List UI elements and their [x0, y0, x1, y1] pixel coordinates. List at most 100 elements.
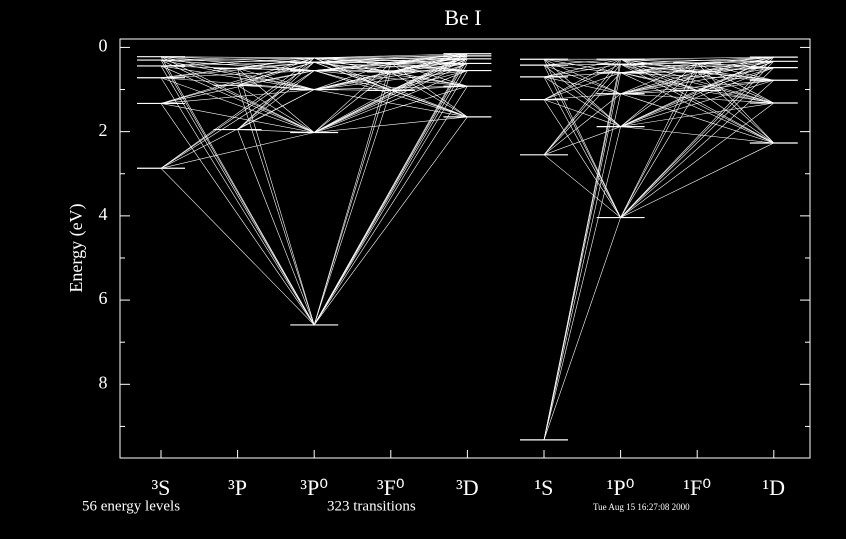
transition: [314, 70, 391, 91]
term-label: ³S: [152, 475, 171, 500]
transition: [314, 116, 468, 133]
transition: [543, 58, 621, 65]
y-tick-label: 4: [99, 204, 108, 224]
transition: [543, 72, 621, 78]
transition: [390, 62, 468, 87]
transition: [697, 71, 774, 104]
transition: [543, 76, 621, 218]
transition: [160, 61, 315, 79]
y-tick-label: 2: [99, 120, 108, 140]
term-label: ³F⁰: [377, 475, 405, 500]
transition: [696, 71, 775, 144]
transition: [314, 57, 468, 60]
transition: [543, 72, 621, 100]
transition: [160, 57, 315, 104]
transition: [314, 70, 468, 118]
transition: [390, 90, 468, 118]
transition: [314, 85, 468, 133]
transition: [697, 56, 774, 64]
transition: [160, 61, 315, 169]
transition: [543, 58, 621, 127]
transition: [390, 70, 468, 91]
transition: [620, 63, 774, 144]
transition: [160, 103, 315, 326]
transition: [543, 63, 621, 78]
transition: [620, 62, 698, 95]
transition: [696, 62, 775, 144]
transition: [620, 63, 774, 104]
transition: [697, 62, 774, 104]
transition: [620, 71, 698, 127]
transition: [160, 56, 315, 71]
transition: [697, 67, 774, 91]
transition: [314, 53, 468, 133]
transition: [160, 168, 315, 326]
transition: [314, 57, 468, 64]
transition: [390, 62, 468, 71]
transition: [237, 61, 315, 69]
transition: [697, 61, 774, 73]
transition: [620, 102, 774, 218]
transition: [543, 59, 621, 155]
transition: [237, 89, 315, 130]
transition: [160, 70, 315, 79]
transition: [160, 57, 315, 67]
transition: [390, 71, 468, 87]
transition: [620, 72, 774, 104]
transition: [620, 61, 775, 218]
transition: [620, 62, 698, 127]
transition: [543, 58, 621, 73]
transition: [160, 77, 315, 90]
transition: [543, 99, 621, 218]
transition: [314, 63, 468, 133]
transition: [313, 70, 468, 326]
transition: [160, 70, 315, 169]
transition: [314, 57, 391, 64]
transition: [160, 65, 315, 133]
transition: [313, 63, 468, 326]
transition: [543, 59, 621, 218]
transition: [620, 72, 698, 91]
transition: [160, 56, 315, 90]
transition: [620, 80, 775, 218]
transition: [237, 68, 315, 326]
transition: [160, 70, 315, 104]
transition: [543, 64, 621, 95]
transition: [543, 64, 621, 73]
transition: [314, 71, 391, 133]
transition: [313, 86, 468, 326]
transition: [237, 68, 315, 133]
transition: [543, 64, 621, 127]
transition: [160, 61, 315, 67]
transition: [620, 58, 698, 73]
transition: [160, 65, 315, 90]
transition: [313, 71, 392, 326]
transition: [620, 63, 698, 73]
transition: [620, 93, 774, 144]
transition: [237, 68, 315, 90]
transition: [620, 63, 698, 91]
term-label: ¹F⁰: [683, 475, 711, 500]
transition: [390, 58, 468, 64]
transition: [543, 64, 621, 155]
transition: [543, 126, 621, 440]
transition: [237, 129, 315, 326]
transitions: [160, 53, 775, 440]
transition: [160, 59, 315, 71]
transition: [620, 58, 774, 81]
transition: [237, 61, 315, 130]
transition: [620, 102, 774, 127]
transition: [160, 56, 315, 59]
transition: [313, 62, 392, 326]
transition: [160, 77, 315, 326]
transition: [390, 55, 468, 91]
transition: [160, 77, 315, 133]
term-label: ¹S: [535, 475, 554, 500]
transition: [314, 85, 468, 90]
transition: [620, 71, 698, 95]
transition: [543, 58, 621, 66]
transition: [237, 85, 315, 326]
transition: [314, 61, 391, 91]
term-label: ³P⁰: [300, 475, 328, 500]
transition: [313, 116, 468, 326]
